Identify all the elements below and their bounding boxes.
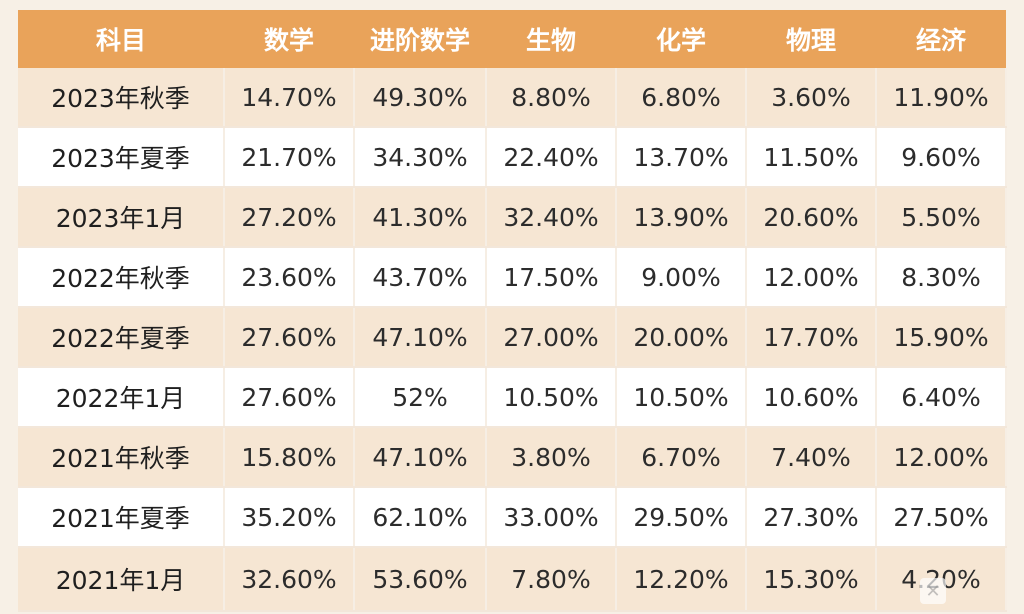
table-cell: 53.60%	[354, 547, 487, 612]
header-further-math: 进阶数学	[354, 10, 486, 68]
row-label: 2022年1月	[18, 367, 225, 428]
table-cell: 7.40%	[746, 427, 877, 488]
table-cell: 6.80%	[616, 68, 747, 128]
table-cell: 11.50%	[746, 127, 877, 188]
table-cell: 22.40%	[486, 127, 617, 188]
table-row: 2021年夏季 35.20% 62.10% 33.00% 29.50% 27.3…	[18, 487, 1007, 548]
table-cell: 52%	[354, 367, 487, 428]
table-row: 2022年1月 27.60% 52% 10.50% 10.50% 10.60% …	[18, 367, 1007, 428]
table-cell: 27.30%	[746, 487, 877, 548]
table-cell: 49.30%	[354, 68, 487, 128]
table-row: 2023年1月 27.20% 41.30% 32.40% 13.90% 20.6…	[18, 187, 1007, 248]
table-cell: 13.90%	[616, 187, 747, 248]
watermark: ✕	[920, 574, 1016, 608]
header-biology: 生物	[486, 10, 616, 68]
table-cell: 35.20%	[224, 487, 355, 548]
table-cell: 17.50%	[486, 247, 617, 308]
table-row: 2021年秋季 15.80% 47.10% 3.80% 6.70% 7.40% …	[18, 427, 1007, 488]
table-cell: 9.60%	[876, 127, 1007, 188]
row-label: 2023年秋季	[18, 68, 225, 128]
table-cell: 15.90%	[876, 307, 1007, 368]
table-cell: 15.80%	[224, 427, 355, 488]
table-cell: 20.00%	[616, 307, 747, 368]
table-cell: 21.70%	[224, 127, 355, 188]
row-label: 2021年1月	[18, 547, 225, 612]
score-table-container: 科目 数学 进阶数学 生物 化学 物理 经济 2023年秋季 14.70% 49…	[18, 10, 1007, 612]
table-cell: 20.60%	[746, 187, 877, 248]
table-cell: 43.70%	[354, 247, 487, 308]
table-cell: 62.10%	[354, 487, 487, 548]
table-cell: 5.50%	[876, 187, 1007, 248]
table-cell: 11.90%	[876, 68, 1007, 128]
table-header-row: 科目 数学 进阶数学 生物 化学 物理 经济	[18, 10, 1006, 68]
table-cell: 27.20%	[224, 187, 355, 248]
table-cell: 7.80%	[486, 547, 617, 612]
table-cell: 3.60%	[746, 68, 877, 128]
table-row: 2021年1月 32.60% 53.60% 7.80% 12.20% 15.30…	[18, 547, 1007, 612]
table-row: 2022年夏季 27.60% 47.10% 27.00% 20.00% 17.7…	[18, 307, 1007, 368]
table-cell: 12.20%	[616, 547, 747, 612]
table-row: 2022年秋季 23.60% 43.70% 17.50% 9.00% 12.00…	[18, 247, 1007, 308]
table-cell: 47.10%	[354, 307, 487, 368]
row-label: 2023年夏季	[18, 127, 225, 188]
table-cell: 27.60%	[224, 367, 355, 428]
table-cell: 6.40%	[876, 367, 1007, 428]
table-cell: 23.60%	[224, 247, 355, 308]
table-cell: 10.60%	[746, 367, 877, 428]
table-cell: 33.00%	[486, 487, 617, 548]
header-math: 数学	[224, 10, 354, 68]
table-cell: 8.80%	[486, 68, 617, 128]
table-cell: 27.50%	[876, 487, 1007, 548]
table-cell: 29.50%	[616, 487, 747, 548]
table-cell: 27.00%	[486, 307, 617, 368]
table-cell: 3.80%	[486, 427, 617, 488]
x-logo-icon: ✕	[920, 578, 946, 604]
table-cell: 47.10%	[354, 427, 487, 488]
table-row: 2023年秋季 14.70% 49.30% 8.80% 6.80% 3.60% …	[18, 68, 1007, 128]
score-table: 科目 数学 进阶数学 生物 化学 物理 经济 2023年秋季 14.70% 49…	[18, 10, 1007, 612]
table-cell: 14.70%	[224, 68, 355, 128]
row-label: 2021年夏季	[18, 487, 225, 548]
table-cell: 34.30%	[354, 127, 487, 188]
table-cell: 32.40%	[486, 187, 617, 248]
table-row: 2023年夏季 21.70% 34.30% 22.40% 13.70% 11.5…	[18, 127, 1007, 188]
row-label: 2022年秋季	[18, 247, 225, 308]
table-cell: 17.70%	[746, 307, 877, 368]
header-chemistry: 化学	[616, 10, 746, 68]
table-cell: 15.30%	[746, 547, 877, 612]
table-cell: 12.00%	[876, 427, 1007, 488]
row-label: 2021年秋季	[18, 427, 225, 488]
header-economics: 经济	[876, 10, 1006, 68]
table-cell: 8.30%	[876, 247, 1007, 308]
row-label: 2022年夏季	[18, 307, 225, 368]
header-physics: 物理	[746, 10, 876, 68]
table-cell: 9.00%	[616, 247, 747, 308]
table-cell: 12.00%	[746, 247, 877, 308]
table-cell: 10.50%	[616, 367, 747, 428]
table-cell: 10.50%	[486, 367, 617, 428]
table-cell: 27.60%	[224, 307, 355, 368]
row-label: 2023年1月	[18, 187, 225, 248]
table-cell: 41.30%	[354, 187, 487, 248]
table-cell: 32.60%	[224, 547, 355, 612]
table-cell: 6.70%	[616, 427, 747, 488]
table-cell: 13.70%	[616, 127, 747, 188]
header-subject: 科目	[18, 10, 224, 68]
